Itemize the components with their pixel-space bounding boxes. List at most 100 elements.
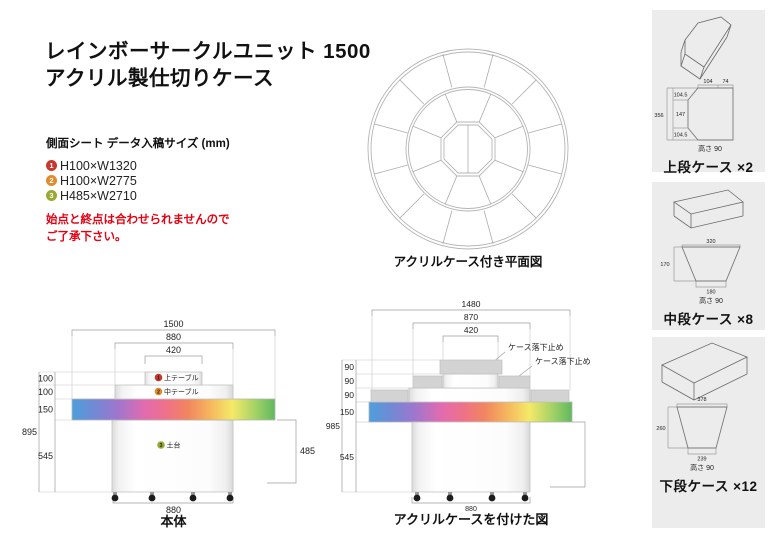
upper-case-card: 104 74 104.5 147 104.5 356 高さ 90 上段ケース ×…: [652, 10, 765, 175]
dim-label: 320: [706, 239, 715, 245]
body-elevation-diagram: 1500 880 420 100 100 150 545 895 485 880…: [22, 319, 315, 529]
spec-item-label: H100×W2775: [60, 173, 137, 188]
numbered-badge-1-icon: 1: [46, 160, 57, 171]
dim-label: 104.5: [674, 133, 688, 139]
lower-case-plan-shape: [676, 406, 728, 449]
casters: [413, 492, 529, 502]
dim-label: 180: [706, 290, 715, 296]
case-stopper-note-2: ケース落下止め: [535, 356, 591, 366]
upper-table-block: [442, 373, 499, 389]
dim-label: 239: [697, 457, 706, 463]
dim-label: 870: [464, 312, 478, 322]
lower-case-dim-labels: 378 260 239: [656, 397, 706, 463]
dim-label: 356: [654, 113, 663, 119]
middle-case-dim-lines: [673, 244, 741, 288]
case-stopper-note-1: ケース落下止め: [508, 342, 564, 352]
middle-case-drawing: 320 170 180 高さ 90: [660, 189, 744, 305]
lower-case-drawing: 378 260 239 高さ 90: [656, 342, 748, 472]
extension-lines: [39, 336, 276, 493]
badge-number: 3: [160, 443, 163, 449]
upper-table-label: 上テーブル: [164, 373, 199, 382]
case-figure-caption: アクリルケースを付けた図: [394, 512, 549, 527]
plan-view-caption: アクリルケース付き平面図: [393, 255, 543, 269]
dim-label: 985: [326, 421, 340, 431]
middle-case-right: [498, 375, 531, 389]
warning-note: 始点と終点は合わせられませんので ご了承下さい。: [46, 212, 230, 245]
middle-case-plan-shape: [681, 246, 741, 282]
spec-item-label: H100×W1320: [60, 158, 137, 173]
dimension-lines: [38, 329, 297, 504]
dim-label: 1500: [163, 319, 183, 329]
rainbow-band: [368, 401, 573, 423]
middle-case-dim-labels: 320 170 180: [660, 239, 715, 296]
page-title-line2: アクリル製仕切りケース: [45, 67, 274, 91]
dim-label: 1480: [462, 299, 481, 309]
dim-label: 100: [38, 374, 53, 384]
dim-label: 260: [656, 426, 665, 432]
page-title-line1: レインボーサークルユニット 1500: [45, 40, 371, 63]
base-label: 土台: [167, 441, 181, 450]
numbered-badge-2-icon: 2: [46, 175, 57, 186]
page-title: レインボーサークルユニット 1500 アクリル製仕切りケース: [45, 38, 371, 92]
plan-view-spokes: [373, 53, 563, 245]
tier-labels: 1 上テーブル 2 中テーブル 3 土台: [154, 373, 199, 450]
badge-number: 1: [157, 376, 160, 382]
middle-case-height-label: 高さ 90: [699, 296, 723, 305]
dim-label: 420: [166, 345, 181, 355]
extension-lines: [342, 316, 571, 493]
upper-case-dim-lines: [666, 84, 734, 141]
plan-view-rings: [367, 48, 569, 250]
dim-label: 895: [22, 427, 37, 437]
dim-label: 150: [340, 407, 354, 417]
middle-case-3d-wireframe: [673, 189, 744, 229]
middle-case-title: 中段ケース ×8: [663, 312, 754, 327]
dim-label: 90: [345, 390, 355, 400]
upper-case-3d-wireframe: [680, 16, 732, 80]
dim-label: 378: [697, 397, 706, 403]
dim-label: 420: [464, 325, 478, 335]
dim-label: 170: [660, 262, 669, 268]
numbered-badge-3-icon: 3: [46, 190, 57, 201]
dim-label: 880: [166, 505, 181, 515]
middle-case-card: 320 170 180 高さ 90 中段ケース ×8: [652, 182, 765, 330]
spec-heading: 側面シート データ入稿サイズ (mm): [46, 138, 230, 150]
warning-line1: 始点と終点は合わせられませんので: [46, 214, 230, 226]
dim-label: 545: [38, 451, 53, 461]
body-figure-caption: 本体: [160, 514, 187, 529]
casters: [111, 492, 234, 502]
upper-case-title: 上段ケース ×2: [663, 160, 754, 175]
lower-case-height-label: 高さ 90: [690, 463, 714, 472]
warning-line2: ご了承下さい。: [46, 230, 127, 243]
numbered-badge-1-icon: [154, 373, 163, 382]
dim-label: 147: [676, 112, 685, 118]
rainbow-band: [71, 398, 276, 421]
dim-label: 880: [166, 332, 181, 342]
upper-case-height-label: 高さ 90: [698, 144, 722, 153]
spec-item-label: H485×W2710: [60, 188, 137, 203]
dim-label: 104.5: [674, 93, 688, 99]
upper-case-dim-labels: 104 74 104.5 147 104.5 356: [654, 79, 728, 139]
lower-case-card: 378 260 239 高さ 90 下段ケース ×12: [652, 337, 765, 528]
plan-view-diagram: [367, 48, 569, 250]
dim-label: 90: [345, 362, 355, 372]
upper-case-drawing: 104 74 104.5 147 104.5 356 高さ 90: [654, 16, 734, 153]
dim-label: 104: [703, 79, 712, 85]
dim-label: 100: [38, 387, 53, 397]
lower-case-3d-wireframe: [661, 342, 748, 401]
dim-label: 485: [300, 446, 315, 456]
base-block: [111, 419, 234, 493]
spec-item: 1 H100×W1320: [46, 158, 230, 173]
upper-case-block: [439, 359, 503, 375]
lower-case-title: 下段ケース ×12: [659, 479, 758, 494]
dimension-labels: 1500 880 420 100 100 150 545 895 485 880: [22, 319, 315, 515]
lower-case-left: [370, 389, 409, 403]
dimension-labels: 1480 870 420 90 90 90 150 545 985 880: [326, 299, 481, 513]
dim-label: 90: [345, 376, 355, 386]
badge-number: 2: [157, 390, 160, 396]
dimension-lines: [341, 309, 586, 504]
upper-case-plan-shape: [687, 87, 734, 141]
dim-label: 74: [722, 79, 728, 85]
middle-table-label: 中テーブル: [164, 387, 199, 396]
sheet-size-spec: 側面シート データ入稿サイズ (mm) 1 H100×W1320 2 H100×…: [46, 135, 230, 245]
